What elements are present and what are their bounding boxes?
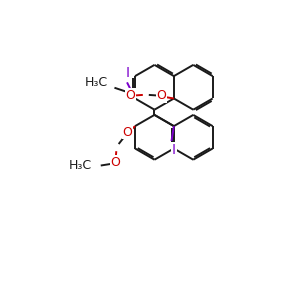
Text: H₃C: H₃C	[69, 159, 92, 172]
Text: O: O	[125, 89, 135, 102]
Text: I: I	[126, 66, 130, 80]
Text: I: I	[172, 143, 176, 157]
Text: O: O	[111, 156, 121, 169]
Text: O: O	[123, 126, 133, 139]
Text: H₃C: H₃C	[85, 76, 108, 89]
Text: O: O	[156, 89, 166, 102]
